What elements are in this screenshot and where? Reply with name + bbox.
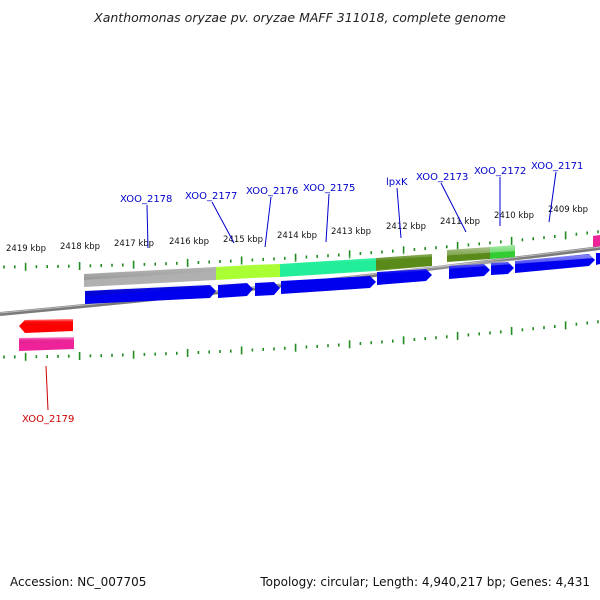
gene-label-reverse[interactable]: XOO_2179 [22,414,74,425]
accession-text: Accession: NC_007705 [10,575,147,589]
leader-line [325,193,330,243]
leader-line [211,201,235,244]
scale-label: 2410 kbp [494,211,534,221]
gene-label[interactable]: XOO_2178 [120,194,172,205]
scale-ticks-outer [3,230,599,271]
cds-arrow[interactable] [255,282,280,296]
leader-line [440,182,467,233]
gene-label[interactable]: XOO_2175 [303,183,355,194]
cds-shine [85,254,595,296]
function-bar-shine [84,245,515,280]
gene-leaders [45,171,557,411]
function-bar [593,235,600,247]
leader-line [548,171,557,223]
gene-label[interactable]: XOO_2173 [416,172,468,183]
function-track-forward [84,235,600,287]
leader-line [396,187,402,239]
scale-label: 2417 kbp [114,239,154,249]
gene-label[interactable]: XOO_2177 [185,191,237,202]
scale-label: 2415 kbp [223,235,263,245]
scale-label: 2413 kbp [331,227,371,237]
scale-label: 2414 kbp [277,231,317,241]
scale-label: 2416 kbp [169,237,209,247]
leader-line [146,204,149,249]
scale-label: 2418 kbp [60,242,100,252]
map-title: Xanthomonas oryzae pv. oryzae MAFF 31101… [94,10,506,25]
cds-arrow[interactable] [596,253,600,265]
function-bar-shine [19,337,74,343]
cds-track-forward [85,253,600,304]
gene-label[interactable]: XOO_2176 [246,186,298,197]
scale-label: 2409 kbp [548,205,588,215]
scale-ticks-inner [3,320,599,361]
cds-track-reverse [19,319,74,351]
scale-label: 2419 kbp [6,244,46,254]
leader-line [45,365,49,411]
genome-summary-text: Topology: circular; Length: 4,940,217 bp… [260,575,590,589]
scale-label: 2412 kbp [386,222,426,232]
scale-label: 2411 kbp [440,217,480,227]
leader-line [264,196,272,248]
gene-label[interactable]: XOO_2171 [531,161,583,172]
cds-arrow[interactable] [218,283,253,298]
cds-arrow[interactable] [281,276,376,294]
gene-label[interactable]: lpxK [386,177,408,188]
gene-label[interactable]: XOO_2172 [474,166,526,177]
cds-shine [25,319,73,325]
